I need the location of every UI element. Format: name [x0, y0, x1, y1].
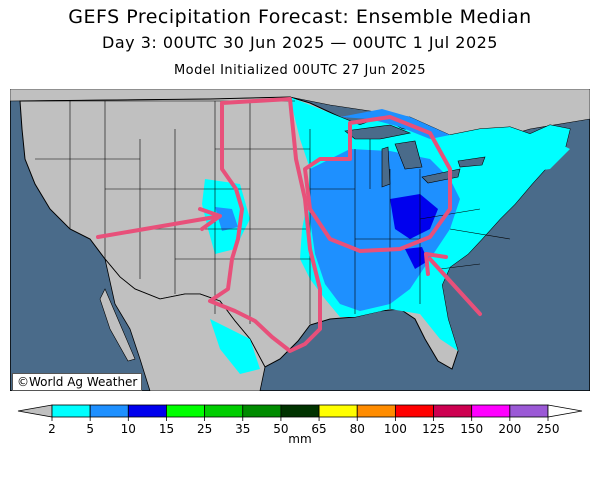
- scale-swatch: [356, 404, 396, 418]
- scale-tick-label: 10: [121, 422, 136, 436]
- plains-outline: [208, 97, 322, 353]
- scale-tick-label: 2: [48, 422, 56, 436]
- color-scale: 2 5 10 15 25 35 50 65 80 100 125 150 200 250: [17, 404, 583, 436]
- scale-tick-label: 125: [422, 422, 445, 436]
- scale-swatch: [318, 404, 358, 418]
- scale-tick-label: 100: [384, 422, 407, 436]
- scale-swatch: [51, 404, 91, 418]
- precip-map: [10, 89, 590, 391]
- scale-under-arrow: [17, 404, 53, 418]
- scale-tick-label: 200: [498, 422, 521, 436]
- precip-2mm-mexico: [210, 319, 260, 374]
- scale-swatch: [127, 404, 167, 418]
- arrow-west-head: [198, 207, 222, 231]
- unit-label: mm: [288, 432, 312, 446]
- init-time: Model Initialized 00UTC 27 Jun 2025: [173, 63, 427, 78]
- scale-tick-label: 5: [86, 422, 94, 436]
- precip-2mm-ne: [480, 139, 570, 174]
- scale-tick-label: 80: [350, 422, 365, 436]
- credit-label: ©World Ag Weather: [12, 373, 143, 391]
- precip-10mm-core: [390, 194, 438, 239]
- scale-tick-label: 150: [460, 422, 483, 436]
- scale-swatch: [394, 404, 434, 418]
- great-lakes: [344, 124, 486, 188]
- precip-5mm-plains: [215, 207, 238, 231]
- arrow-se-shaft: [428, 257, 482, 316]
- scale-swatch: [204, 404, 244, 418]
- arrow-west-shaft: [96, 215, 217, 239]
- scale-swatch: [433, 404, 473, 418]
- mexico-land: [104, 258, 266, 391]
- scale-swatch: [509, 404, 549, 418]
- precip-5mm-midwest: [310, 149, 460, 311]
- scale-tick-label: 25: [197, 422, 212, 436]
- scale-swatch: [242, 404, 282, 418]
- scale-tick-label: 250: [537, 422, 560, 436]
- map-title: GEFS Precipitation Forecast: Ensemble Me…: [68, 6, 532, 28]
- scale-swatch: [166, 404, 206, 418]
- state-borders: [20, 100, 511, 324]
- scale-swatch: [471, 404, 511, 418]
- midwest-outline: [303, 115, 452, 253]
- scale-over-arrow: [547, 404, 583, 418]
- scale-tick-label: 50: [273, 422, 288, 436]
- baja-land: [99, 288, 136, 362]
- precip-10mm-south: [405, 247, 428, 269]
- arrow-se-head: [424, 252, 448, 276]
- scale-tick-label: 65: [311, 422, 326, 436]
- valid-period: Day 3: 00UTC 30 Jun 2025 — 00UTC 1 Jul 2…: [102, 33, 498, 52]
- scale-swatch: [89, 404, 129, 418]
- scale-tick-label: 35: [235, 422, 250, 436]
- annotation-shapes: [96, 97, 482, 353]
- scale-tick-label: 15: [159, 422, 174, 436]
- scale-swatch: [280, 404, 320, 418]
